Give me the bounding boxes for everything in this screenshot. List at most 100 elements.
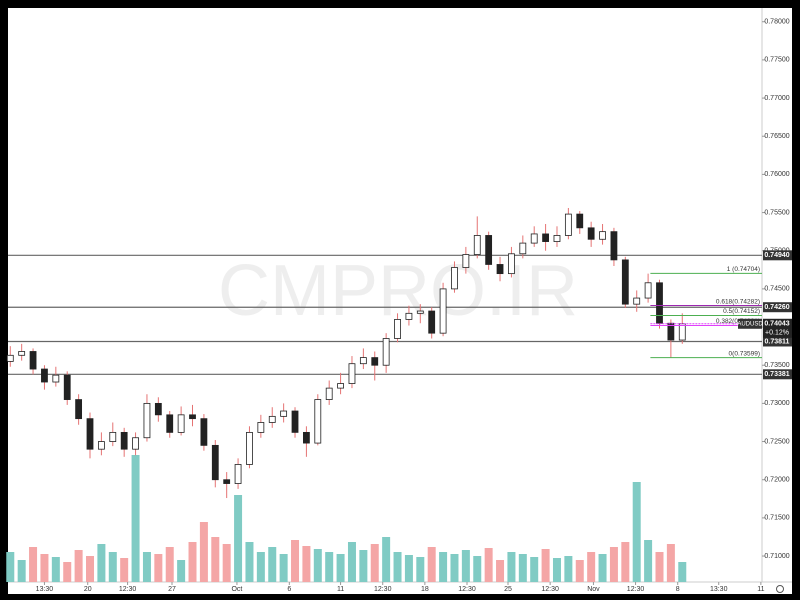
gear-icon[interactable] (776, 585, 784, 593)
volume-bar (370, 544, 379, 582)
volume-bar (336, 554, 345, 582)
volume-bar (40, 554, 49, 582)
candle-body (41, 368, 48, 383)
volume-bar (416, 557, 425, 582)
last-price-box (763, 318, 792, 338)
volume-bar (450, 554, 459, 582)
volume-bar (6, 552, 15, 582)
candle-body (621, 259, 629, 305)
volume-bar (199, 522, 208, 582)
candle-body (439, 288, 447, 334)
volume-bar (108, 552, 117, 582)
volume-bar (268, 547, 277, 582)
candle-body (246, 431, 253, 465)
candle-body (610, 231, 618, 261)
volume-bar (131, 455, 140, 582)
volume-bar (63, 562, 72, 582)
volume-bar (74, 550, 83, 582)
y-tick-label: 0.71500 (764, 515, 789, 522)
x-tick-label: 18 (421, 586, 429, 593)
candle-body (200, 418, 208, 446)
x-tick-label: 13:30 (710, 586, 728, 593)
fib-label: 1 (0.74704) (727, 266, 760, 273)
volume-bar (484, 548, 493, 582)
y-tick-label: 0.78000 (764, 19, 789, 26)
volume-bar (496, 560, 505, 582)
volume-bar (211, 537, 220, 582)
candle-body (291, 410, 299, 433)
candle-body (280, 410, 288, 417)
candle-body (6, 354, 14, 362)
volume-bar (17, 560, 26, 582)
volume-bar (393, 552, 402, 582)
last-price-label: 0.74043 (764, 321, 789, 328)
candle-body (564, 213, 572, 236)
x-tick-label: 12:30 (541, 586, 559, 593)
volume-bar (473, 556, 482, 582)
fib-label: 0(0.73599) (729, 350, 760, 357)
volume-bar (302, 546, 311, 582)
x-tick-label: 11 (337, 586, 344, 593)
candle-body (109, 431, 117, 442)
volume-bar (86, 556, 95, 582)
symbol-label: AUDUSD (737, 321, 763, 327)
candle-body (189, 414, 196, 420)
x-tick-label: Oct (231, 586, 242, 593)
change-label: +0.12% (765, 330, 789, 337)
volume-bar (222, 544, 231, 582)
fib-label: 0.5(0.74152) (723, 308, 760, 315)
volume-bar (234, 495, 243, 582)
x-tick-label: 12:30 (458, 586, 476, 593)
price-label: 0.73381 (764, 371, 789, 378)
volume-bar (325, 552, 334, 582)
candle-body (120, 431, 128, 450)
y-tick-label: 0.76500 (764, 133, 789, 140)
volume-bar (621, 542, 630, 582)
symbol-box (738, 318, 762, 329)
y-tick-label: 0.75500 (764, 209, 789, 216)
volume-bar (461, 550, 470, 582)
candle-body (177, 414, 185, 433)
price-label-box (763, 369, 792, 380)
y-tick-label: 0.72500 (764, 438, 789, 445)
y-tick-label: 0.77500 (764, 57, 789, 64)
candle-body (337, 383, 344, 389)
volume-bar (644, 540, 653, 582)
candle-body (97, 441, 105, 450)
candle-body (52, 374, 60, 383)
candle-body (371, 357, 379, 366)
y-tick-label: 0.74500 (764, 286, 789, 293)
volume-bar (347, 542, 356, 582)
x-tick-label: 12:30 (374, 586, 392, 593)
y-tick-label: 0.73500 (764, 362, 789, 369)
volume-bar (256, 552, 265, 582)
volume-bar (165, 547, 174, 582)
candle-body (325, 387, 333, 400)
candle-body (86, 418, 94, 450)
volume-bar (530, 557, 539, 582)
x-tick-label: 13:30 (36, 586, 54, 593)
volume-bar (427, 547, 436, 582)
x-tick-label: 8 (676, 586, 680, 593)
volume-bar (598, 554, 607, 582)
candle-body (678, 323, 686, 341)
candle-body (644, 282, 652, 299)
candle-body (530, 233, 538, 244)
candle-body (508, 253, 515, 275)
volume-bar (97, 544, 106, 582)
candle-body (29, 351, 37, 370)
volume-bar (359, 550, 368, 582)
volume-bar (120, 558, 129, 582)
candle-body (257, 422, 265, 433)
volume-bar (632, 482, 641, 582)
candle-body (303, 431, 310, 444)
x-tick-label: 12:30 (627, 586, 645, 593)
volume-bar (678, 562, 687, 582)
x-tick-label: 20 (84, 586, 92, 593)
candle-body (485, 235, 493, 265)
x-tick-label: 6 (287, 586, 291, 593)
candle-body (394, 319, 401, 339)
candle-body (473, 235, 481, 255)
volume-bar (507, 552, 516, 582)
candle-body (268, 415, 276, 423)
